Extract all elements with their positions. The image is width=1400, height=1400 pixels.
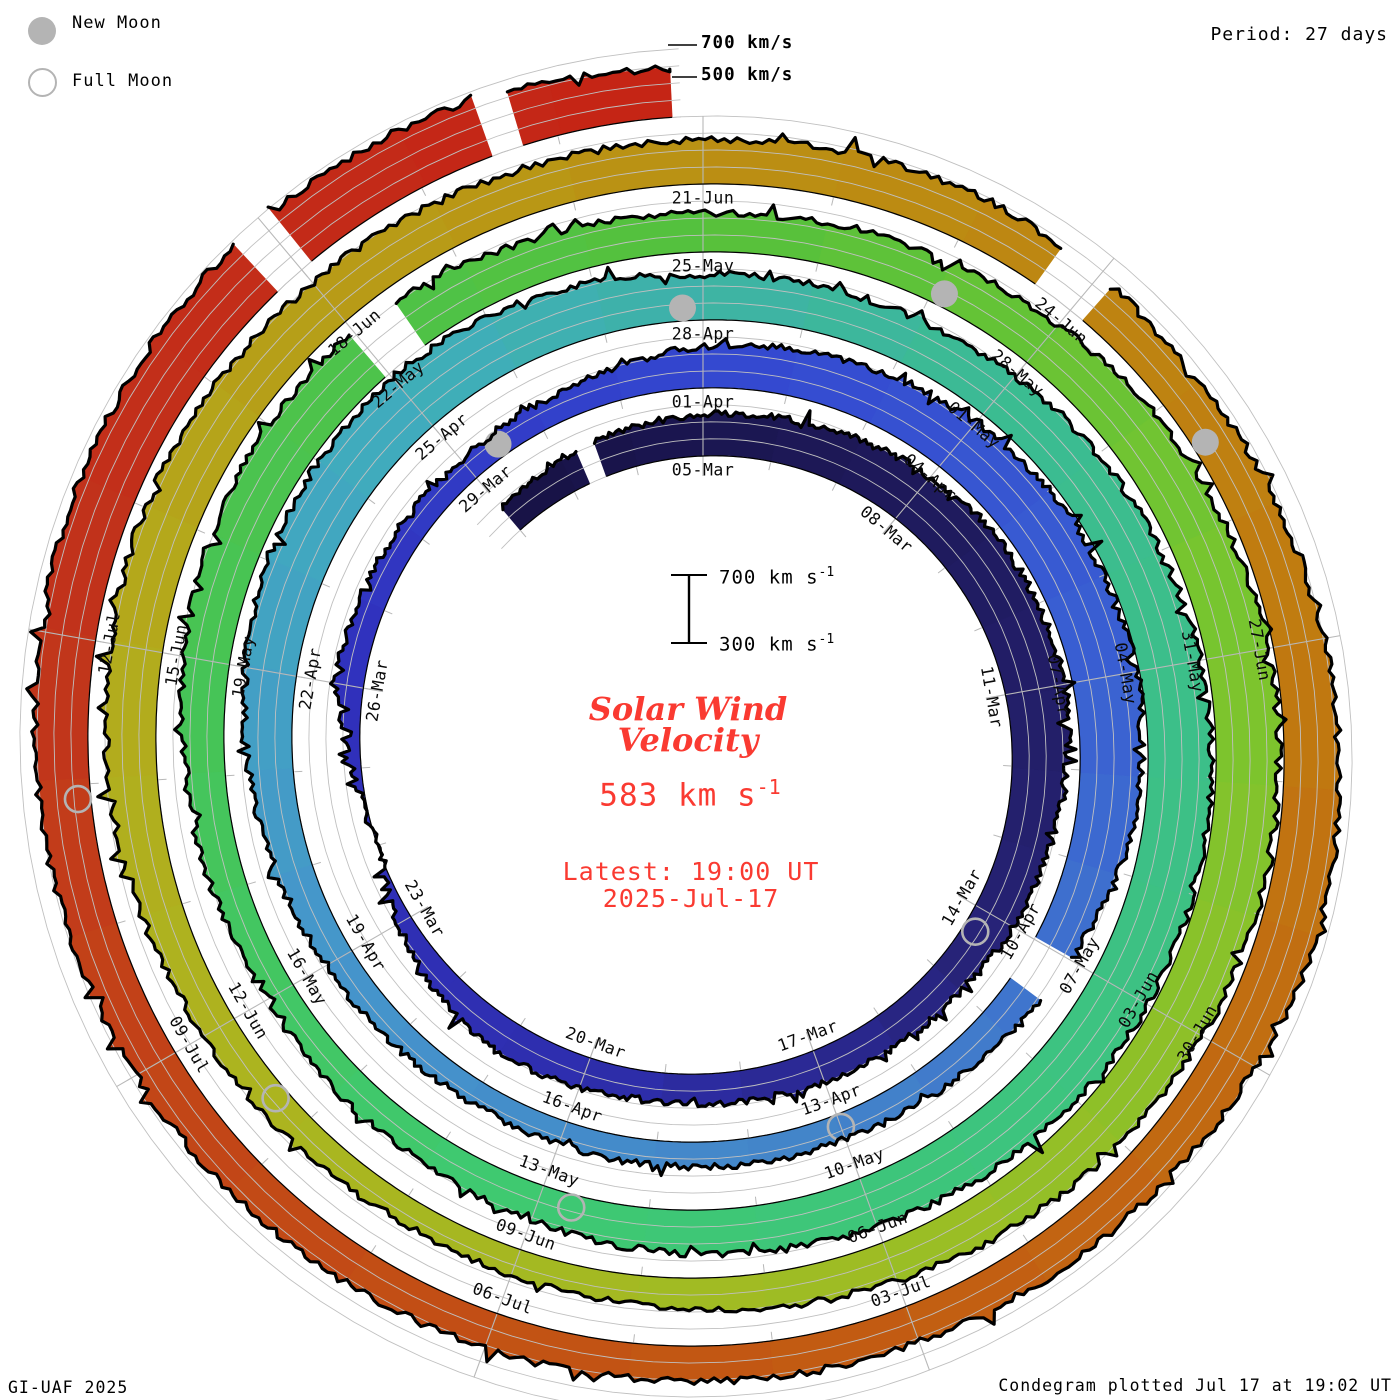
annotations — [668, 44, 707, 644]
scalebar-bottom-label: 300 km s-1 — [719, 632, 835, 656]
plotted-timestamp: Condegram plotted Jul 17 at 19:02 UT — [998, 1376, 1392, 1395]
new-moon-icon — [28, 17, 56, 45]
full-moon-label: Full Moon — [72, 71, 174, 91]
full-moon-marker — [63, 784, 93, 814]
full-moon-marker — [556, 1193, 586, 1222]
full-moon-marker — [826, 1112, 856, 1142]
credit-label: GI-UAF 2025 — [8, 1378, 129, 1397]
new-moon-marker — [484, 430, 512, 458]
period-label: Period: 27 days — [1210, 24, 1388, 45]
full-moon-marker — [261, 1083, 290, 1113]
ring-date-label: 21-Jun — [672, 189, 735, 208]
latest-timestamp: Latest: 19:00 UT 2025-Jul-17 — [562, 857, 820, 913]
scalebar-top-label: 700 km s-1 — [719, 565, 835, 589]
ring-date-label: 05-Mar — [672, 461, 735, 480]
ring-date-label: 01-Apr — [672, 393, 735, 412]
new-moon-marker — [930, 280, 958, 308]
new-moon-label: New Moon — [72, 13, 162, 33]
chart-title: Solar Wind Velocity — [588, 690, 788, 759]
new-moon-marker — [1191, 428, 1219, 456]
velocity-band-fills — [26, 65, 1342, 1385]
velocity-trace — [25, 64, 1343, 1386]
full-moon-icon — [28, 68, 57, 97]
ring-date-label: 25-May — [672, 257, 735, 276]
latest-velocity-value: 583 km s-1 — [599, 775, 781, 814]
ring-date-label: 28-Apr — [672, 325, 735, 344]
new-moon-marker — [669, 294, 697, 322]
full-moon-marker — [960, 917, 990, 946]
end-label-500: 500 km/s — [701, 65, 794, 85]
end-label-700: 700 km/s — [701, 33, 794, 53]
